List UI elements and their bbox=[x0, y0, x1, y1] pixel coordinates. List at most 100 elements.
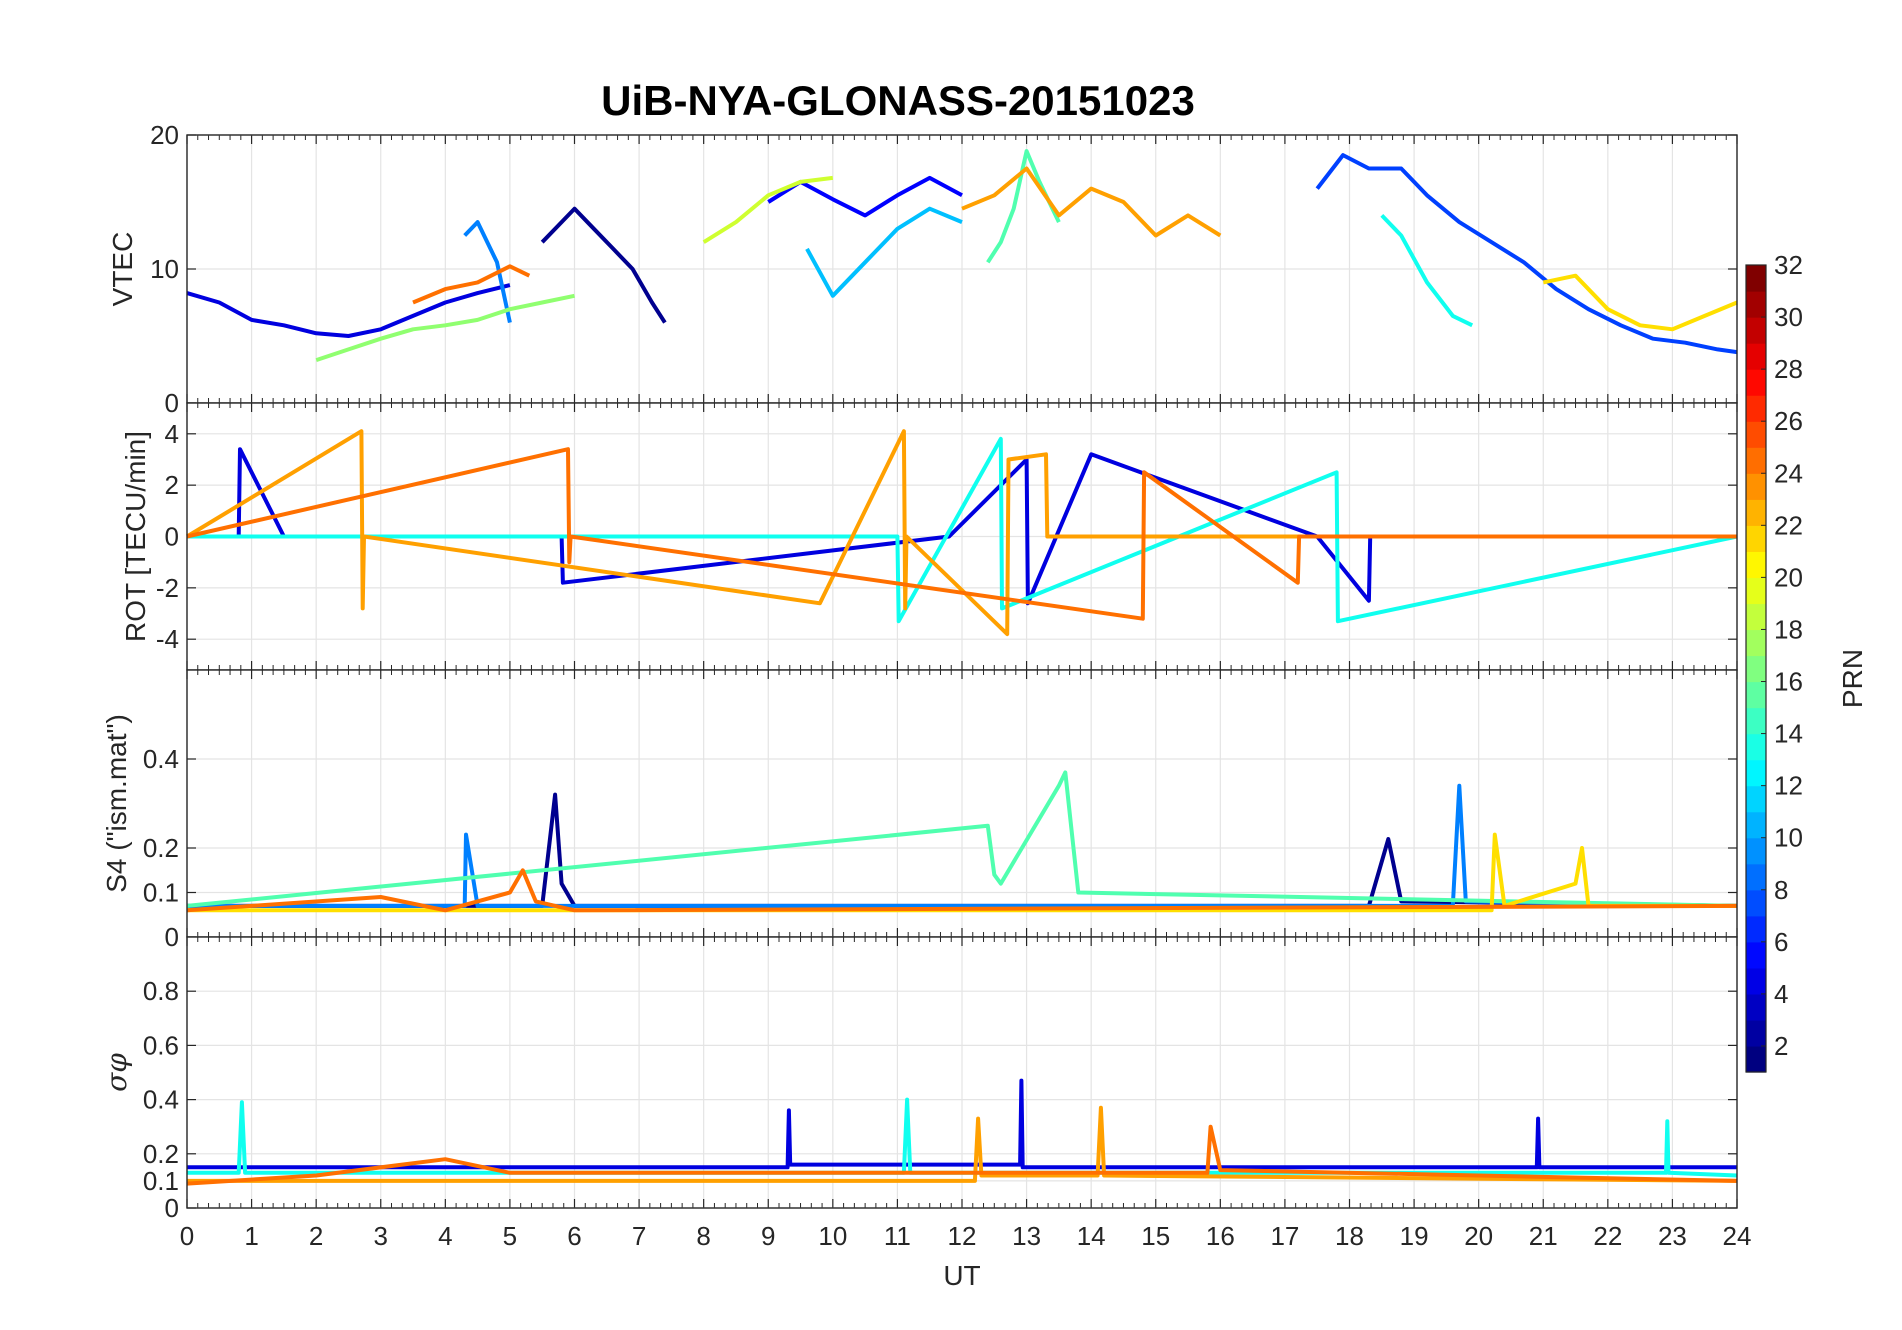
colorbar-segment bbox=[1746, 967, 1766, 995]
series-line bbox=[186, 1124, 1738, 1186]
colorbar-segment bbox=[1746, 941, 1766, 969]
y-tick-label: 0 bbox=[165, 1193, 179, 1223]
y-axis-label: S4 ("ism.mat") bbox=[101, 714, 132, 893]
x-tick-label: 5 bbox=[503, 1221, 517, 1251]
colorbar-tick-label: 30 bbox=[1774, 302, 1803, 332]
y-tick-label: 0 bbox=[165, 388, 179, 418]
x-tick-label: 8 bbox=[696, 1221, 710, 1251]
x-tick-label: 23 bbox=[1658, 1221, 1687, 1251]
colorbar-segment bbox=[1746, 525, 1766, 552]
x-tick-label: 15 bbox=[1141, 1221, 1170, 1251]
series-line bbox=[186, 447, 1737, 621]
colorbar-segment bbox=[1746, 759, 1766, 787]
series-line bbox=[412, 264, 531, 305]
x-tick-label: 18 bbox=[1335, 1221, 1364, 1251]
series-line bbox=[1380, 214, 1474, 328]
y-tick-label: 0.1 bbox=[143, 878, 179, 908]
y-tick-label: 2 bbox=[165, 470, 179, 500]
y-tick-label: 0.4 bbox=[143, 1085, 179, 1115]
panel-2: -4 -2 0 2 4 ROT [TECU/min] bbox=[120, 402, 1738, 671]
colorbar-tick-label: 20 bbox=[1774, 562, 1803, 592]
colorbar-segment bbox=[1746, 811, 1766, 839]
colorbar-tick-label: 4 bbox=[1774, 979, 1788, 1009]
y-tick-label: 0.1 bbox=[143, 1166, 179, 1196]
colorbar-tick-label: 16 bbox=[1774, 667, 1803, 697]
x-tick-label: 13 bbox=[1012, 1221, 1041, 1251]
x-tick-label: 1 bbox=[244, 1221, 258, 1251]
colorbar-segment bbox=[1746, 785, 1766, 813]
y-axis-label: ROT [TECU/min] bbox=[120, 431, 151, 642]
x-tick-label: 16 bbox=[1206, 1221, 1235, 1251]
y-tick-label: 0.2 bbox=[143, 833, 179, 863]
colorbar-segment bbox=[1746, 993, 1766, 1021]
series-line bbox=[187, 1097, 1738, 1178]
series-line bbox=[540, 206, 667, 324]
colorbar-segment bbox=[1746, 915, 1766, 943]
colorbar-tick-label: 32 bbox=[1774, 250, 1803, 280]
series-line bbox=[315, 293, 575, 362]
series-line bbox=[1315, 153, 1738, 355]
colorbar-segment bbox=[1746, 291, 1766, 318]
colorbar-segment bbox=[1746, 707, 1766, 735]
colorbar-segment bbox=[1746, 551, 1766, 578]
y-tick-label: 0 bbox=[165, 922, 179, 952]
colorbar-segment bbox=[1746, 447, 1766, 474]
x-tick-label: 21 bbox=[1529, 1221, 1558, 1251]
colorbar-segment bbox=[1746, 1019, 1766, 1047]
colorbar-segment bbox=[1746, 889, 1766, 917]
colorbar-segment bbox=[1746, 733, 1766, 761]
colorbar-segment bbox=[1746, 421, 1766, 448]
y-tick-label: 0 bbox=[165, 522, 179, 552]
x-axis-label: UT bbox=[943, 1260, 980, 1291]
colorbar-segment bbox=[1746, 1045, 1766, 1073]
chart-title: UiB-NYA-GLONASS-20151023 bbox=[601, 77, 1195, 124]
y-tick-label: 10 bbox=[150, 254, 179, 284]
colorbar-segment bbox=[1746, 395, 1766, 422]
y-tick-label: -2 bbox=[156, 573, 179, 603]
colorbar-tick-label: 18 bbox=[1774, 614, 1803, 644]
colorbar-tick-label: 2 bbox=[1774, 1031, 1788, 1061]
colorbar-segment bbox=[1746, 343, 1766, 370]
series-line bbox=[187, 832, 1737, 913]
series-line bbox=[702, 175, 834, 244]
series-line bbox=[187, 783, 1738, 908]
x-tick-label: 0 bbox=[180, 1221, 194, 1251]
colorbar-segment bbox=[1746, 863, 1766, 891]
colorbar-segment bbox=[1746, 473, 1766, 500]
y-tick-label: 0.2 bbox=[143, 1139, 179, 1169]
colorbar-tick-label: 12 bbox=[1774, 771, 1803, 801]
colorbar-frame bbox=[1745, 264, 1767, 1073]
x-tick-label: 9 bbox=[761, 1221, 775, 1251]
series-line bbox=[463, 220, 512, 324]
x-tick-label: 10 bbox=[818, 1221, 847, 1251]
y-tick-label: 20 bbox=[150, 120, 179, 150]
colorbar-tick-label: 10 bbox=[1774, 823, 1803, 853]
colorbar-tick-label: 26 bbox=[1774, 406, 1803, 436]
panel-frame bbox=[186, 936, 1738, 1209]
series-line bbox=[186, 770, 1738, 908]
colorbar-segment bbox=[1746, 629, 1766, 657]
y-tick-label: 4 bbox=[165, 419, 179, 449]
series-line bbox=[187, 1078, 1737, 1170]
x-tick-label: 11 bbox=[884, 1221, 911, 1251]
y-tick-label: 0.8 bbox=[143, 976, 179, 1006]
series-line bbox=[187, 447, 1737, 606]
series-line bbox=[805, 206, 963, 298]
colorbar-segment bbox=[1746, 577, 1766, 605]
x-tick-label: 17 bbox=[1270, 1221, 1299, 1251]
colorbar-segment bbox=[1746, 369, 1766, 396]
x-tick-label: 14 bbox=[1077, 1221, 1106, 1251]
x-tick-label: 6 bbox=[567, 1221, 581, 1251]
colorbar-segment bbox=[1746, 603, 1766, 631]
x-tick-label: 7 bbox=[632, 1221, 646, 1251]
colorbar-segment bbox=[1746, 655, 1766, 683]
colorbar-label: PRN bbox=[1837, 649, 1868, 708]
x-tick-label: 3 bbox=[374, 1221, 388, 1251]
panel-4: 00.10.2 0.4 0.6 0.8 σφ bbox=[100, 936, 1738, 1223]
x-tick-labels: 0 1 2 3 4 5 6 7 8 9 10 11 12 13 14 15 16 17 18 19 20 21 22 23 24 bbox=[180, 1221, 1752, 1251]
x-tick-label: 12 bbox=[948, 1221, 977, 1251]
y-axis-label: σφ bbox=[100, 1053, 133, 1092]
